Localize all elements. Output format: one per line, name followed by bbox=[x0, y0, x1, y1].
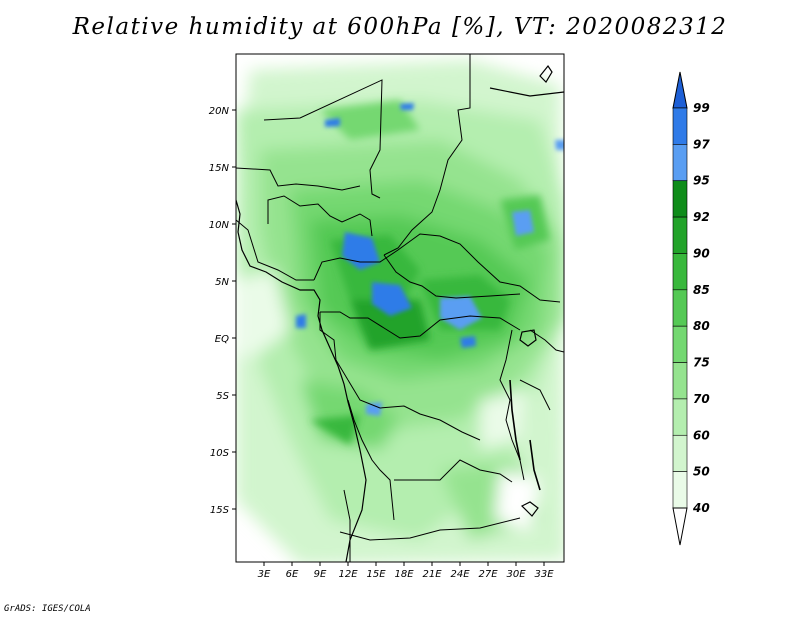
lat-label: 5N bbox=[215, 277, 229, 288]
map-frame bbox=[235, 53, 565, 563]
coastlines bbox=[236, 64, 564, 562]
lat-label: 15N bbox=[209, 163, 230, 174]
lon-labels: 3E 6E 9E 12E 15E 18E 21E 24E 27E 30E 33E bbox=[258, 569, 555, 580]
colorbar-cell bbox=[672, 216, 688, 254]
lon-label: 12E bbox=[338, 569, 358, 580]
lon-label: 18E bbox=[394, 569, 414, 580]
lon-label: 33E bbox=[534, 569, 554, 580]
colorbar-cell bbox=[672, 180, 688, 218]
colorbar-label: 92 bbox=[693, 210, 710, 224]
colorbar-label: 97 bbox=[693, 137, 710, 151]
colorbar-label: 95 bbox=[693, 174, 710, 188]
country-borders bbox=[236, 54, 564, 562]
colorbar-cell bbox=[672, 289, 688, 327]
lon-ticks bbox=[263, 562, 545, 566]
colorbar: 99 97 95 92 90 85 80 75 70 60 50 40 bbox=[672, 71, 710, 546]
colorbar-label: 90 bbox=[693, 246, 710, 260]
lat-label: 5S bbox=[216, 391, 229, 402]
colorbar-label: 75 bbox=[693, 356, 710, 370]
colorbar-bottom-arrow bbox=[672, 507, 688, 546]
colorbar-labels: 99 97 95 92 90 85 80 75 70 60 50 40 bbox=[692, 101, 710, 515]
colorbar-label: 60 bbox=[693, 428, 710, 442]
colorbar-cell bbox=[672, 325, 688, 363]
lon-label: 21E bbox=[422, 569, 442, 580]
colorbar-label: 85 bbox=[693, 283, 710, 297]
colorbar-label: 40 bbox=[692, 501, 710, 515]
humidity-field bbox=[236, 54, 564, 562]
lat-label: 20N bbox=[209, 106, 230, 117]
map-title: Relative humidity at 600hPa [%], VT: 202… bbox=[72, 14, 728, 40]
lon-label: 15E bbox=[366, 569, 386, 580]
colorbar-cell bbox=[672, 362, 688, 400]
lat-label: EQ bbox=[215, 334, 229, 345]
colorbar-cell bbox=[672, 107, 688, 145]
colorbar-label: 99 bbox=[693, 101, 710, 115]
lon-label: 30E bbox=[506, 569, 526, 580]
colorbar-cell bbox=[672, 471, 688, 509]
lat-label: 10S bbox=[210, 448, 230, 459]
colorbar-cell bbox=[672, 144, 688, 182]
colorbar-cell bbox=[672, 398, 688, 436]
lat-label: 15S bbox=[210, 505, 230, 516]
lat-label: 10N bbox=[209, 220, 230, 231]
colorbar-cells bbox=[672, 107, 688, 509]
lat-ticks bbox=[232, 109, 236, 510]
colorbar-cell bbox=[672, 434, 688, 472]
colorbar-label: 50 bbox=[693, 465, 710, 479]
colorbar-label: 80 bbox=[693, 319, 710, 333]
lat-labels: 20N 15N 10N 5N EQ 5S 10S 15S bbox=[209, 106, 230, 516]
lon-label: 24E bbox=[450, 569, 470, 580]
footer-credit: GrADS: IGES/COLA bbox=[4, 604, 91, 614]
lon-label: 27E bbox=[478, 569, 498, 580]
colorbar-cell bbox=[672, 253, 688, 291]
lon-label: 3E bbox=[258, 569, 271, 580]
lon-label: 6E bbox=[286, 569, 299, 580]
colorbar-top-arrow bbox=[672, 71, 688, 109]
lon-label: 9E bbox=[314, 569, 327, 580]
colorbar-label: 70 bbox=[693, 392, 710, 406]
